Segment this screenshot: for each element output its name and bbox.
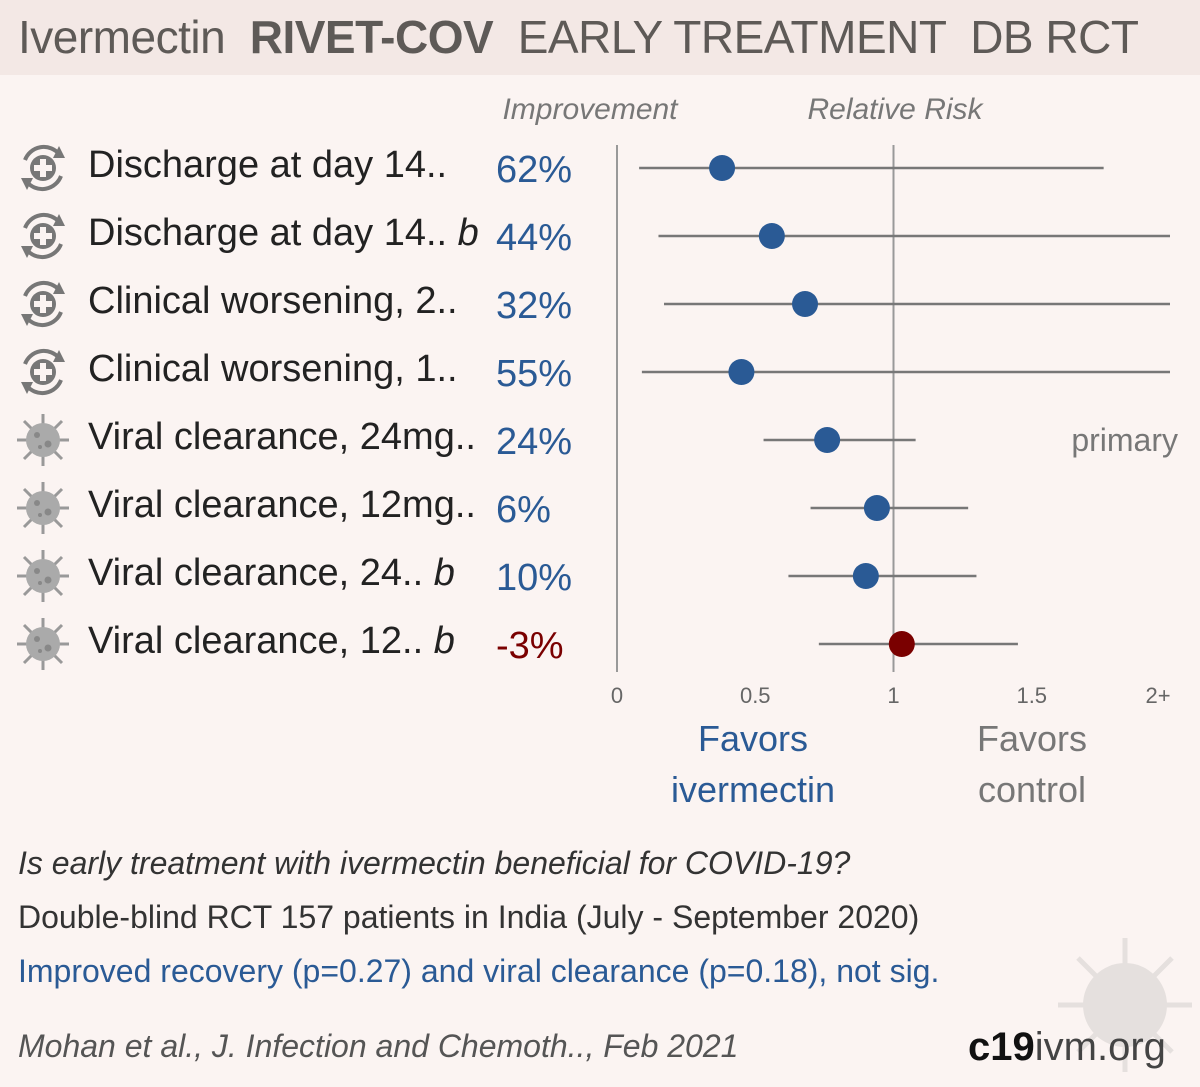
favors-control-label: control (978, 769, 1086, 810)
rr-point (888, 631, 915, 657)
improvement-value: 10% (496, 557, 572, 599)
x-tick-label: 2+ (1145, 683, 1170, 708)
improvement-value: 6% (496, 489, 551, 531)
forest-plot: Improvement Relative Risk 0 0.5 1 1.5 2+ 62% 44%… (496, 93, 1178, 810)
rr-point (709, 155, 736, 181)
outcome-suffix: b (423, 552, 455, 594)
title-study: RIVET-COV (249, 11, 494, 63)
virus-watermark-icon (1058, 938, 1192, 1072)
x-tick-label: 1 (887, 683, 899, 708)
recovery-icon (15, 276, 71, 332)
title-design: DB RCT (970, 11, 1139, 63)
outcome-label: Clinical worsening, 1.. (88, 348, 458, 390)
improvement-value: 55% (496, 353, 572, 395)
x-tick-label: 0 (611, 683, 623, 708)
virus-icon (15, 616, 71, 672)
improvement-value: 62% (496, 149, 572, 191)
outcome-suffix: b (447, 212, 479, 254)
outcome-label: Clinical worsening, 2.. (88, 280, 458, 322)
rr-point (792, 291, 819, 317)
rr-point (758, 223, 785, 249)
outcome-label: Discharge at day 14.. b (88, 212, 479, 254)
recovery-icon (15, 140, 71, 196)
recovery-icon (15, 208, 71, 264)
x-tick-label: 1.5 (1016, 683, 1047, 708)
favors-ivermectin-label: ivermectin (671, 769, 835, 810)
rr-point (814, 427, 841, 453)
outcome-label: Viral clearance, 12mg.. (88, 484, 476, 526)
favors-ivermectin-label: Favors (698, 718, 808, 759)
recovery-icon (15, 344, 71, 400)
title-type: EARLY TREATMENT (517, 11, 946, 63)
primary-label: primary (1071, 422, 1178, 458)
x-tick-label: 0.5 (740, 683, 771, 708)
title-bar: Ivermectin RIVET-COV EARLY TREATMENT DB … (0, 0, 1200, 75)
study-question: Is early treatment with ivermectin benef… (18, 845, 851, 881)
outcome-label: Viral clearance, 24mg.. (88, 416, 476, 458)
page-title: Ivermectin RIVET-COV EARLY TREATMENT DB … (18, 10, 1139, 64)
virus-icon (15, 480, 71, 536)
outcome-label: Viral clearance, 24.. b (88, 552, 455, 594)
outcome-label: Viral clearance, 12.. b (88, 620, 455, 662)
outcome-label: Discharge at day 14.. (88, 144, 448, 186)
rr-point (728, 359, 755, 385)
relative-risk-header: Relative Risk (807, 93, 984, 126)
virus-icon (15, 548, 71, 604)
virus-icon (15, 412, 71, 468)
title-drug: Ivermectin (18, 11, 226, 63)
brand-logo: c19ivm.org (968, 1025, 1166, 1069)
rr-point (863, 495, 890, 521)
outcome-suffix: b (423, 620, 455, 662)
improvement-value: 32% (496, 285, 572, 327)
citation: Mohan et al., J. Infection and Chemoth..… (18, 1028, 739, 1064)
improvement-value: -3% (496, 625, 564, 667)
improvement-header: Improvement (502, 93, 679, 126)
rr-point (852, 563, 879, 589)
study-result: Improved recovery (p=0.27) and viral cle… (18, 953, 940, 989)
study-design: Double-blind RCT 157 patients in India (… (18, 899, 920, 935)
favors-control-label: Favors (977, 718, 1087, 759)
improvement-value: 44% (496, 217, 572, 259)
improvement-value: 24% (496, 421, 572, 463)
